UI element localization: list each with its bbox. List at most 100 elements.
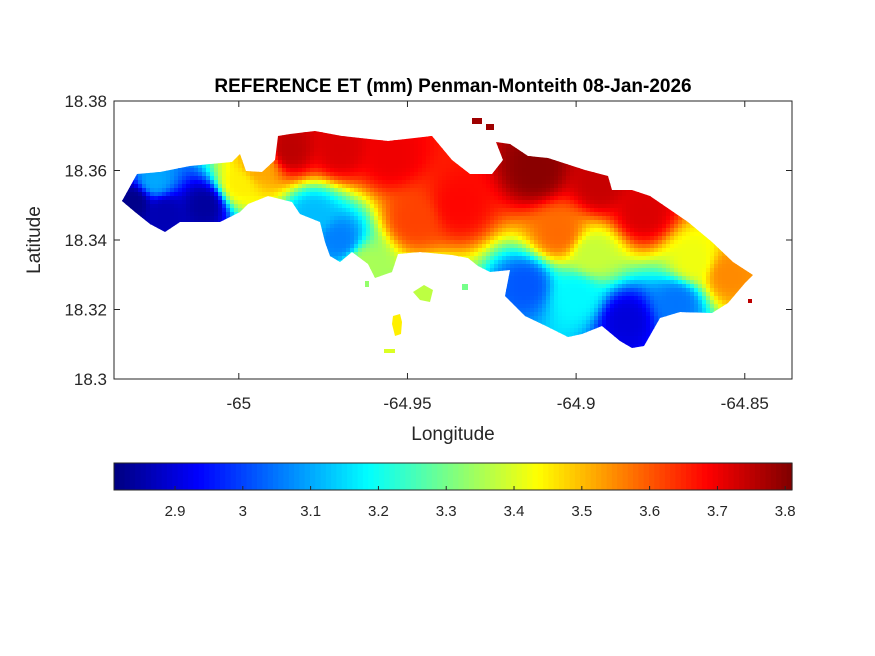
et-cell bbox=[482, 216, 487, 221]
et-cell bbox=[134, 220, 139, 225]
et-cell bbox=[522, 192, 527, 197]
et-cell bbox=[426, 232, 431, 237]
et-cell bbox=[358, 172, 363, 177]
et-cell bbox=[302, 248, 307, 253]
et-cell bbox=[454, 172, 459, 177]
et-cell bbox=[418, 132, 423, 137]
et-cell bbox=[590, 148, 595, 153]
et-cell bbox=[278, 248, 283, 253]
et-cell bbox=[486, 240, 491, 245]
et-cell bbox=[526, 136, 531, 141]
et-cell bbox=[334, 152, 339, 157]
et-cell bbox=[378, 236, 383, 241]
et-cell bbox=[366, 180, 371, 185]
et-cell bbox=[662, 200, 667, 205]
et-cell bbox=[246, 200, 251, 205]
et-cell bbox=[274, 192, 279, 197]
et-cell bbox=[754, 192, 759, 197]
et-cell bbox=[206, 156, 211, 161]
et-cell bbox=[534, 200, 539, 205]
et-cell bbox=[578, 140, 583, 145]
et-cell bbox=[630, 236, 635, 241]
et-cell bbox=[670, 192, 675, 197]
et-cell bbox=[194, 180, 199, 185]
et-cell bbox=[638, 220, 643, 225]
et-cell bbox=[186, 204, 191, 209]
et-cell bbox=[358, 131, 363, 133]
et-cell bbox=[594, 196, 599, 201]
et-cell bbox=[162, 144, 167, 149]
et-cell bbox=[602, 148, 607, 153]
et-cell bbox=[254, 140, 259, 145]
et-cell bbox=[278, 240, 283, 245]
et-cell bbox=[666, 168, 671, 173]
et-cell bbox=[714, 164, 719, 169]
et-cell bbox=[302, 144, 307, 149]
et-cell bbox=[542, 196, 547, 201]
et-cell bbox=[638, 208, 643, 213]
et-cell bbox=[202, 172, 207, 177]
et-cell bbox=[510, 144, 515, 149]
et-cell bbox=[362, 156, 367, 161]
et-cell bbox=[362, 196, 367, 201]
et-cell bbox=[126, 176, 131, 181]
et-cell bbox=[674, 140, 679, 145]
et-cell bbox=[750, 220, 753, 225]
et-cell bbox=[734, 152, 739, 157]
et-cell bbox=[582, 220, 587, 225]
et-cell bbox=[718, 131, 723, 133]
et-cell bbox=[206, 148, 211, 153]
et-cell bbox=[442, 208, 447, 213]
et-cell bbox=[382, 248, 387, 253]
et-cell bbox=[238, 184, 243, 189]
et-cell bbox=[306, 224, 311, 229]
et-cell bbox=[742, 172, 747, 177]
et-cell bbox=[578, 204, 583, 209]
et-cell bbox=[162, 200, 167, 205]
et-cell bbox=[714, 212, 719, 217]
et-cell bbox=[170, 244, 175, 249]
et-cell bbox=[178, 176, 183, 181]
et-cell bbox=[386, 168, 391, 173]
et-cell bbox=[338, 131, 343, 133]
et-cell bbox=[634, 220, 639, 225]
et-cell bbox=[666, 192, 671, 197]
et-cell bbox=[514, 164, 519, 169]
et-cell bbox=[426, 196, 431, 201]
et-cell bbox=[522, 140, 527, 145]
et-cell bbox=[626, 216, 631, 221]
et-cell bbox=[354, 156, 359, 161]
et-cell bbox=[450, 208, 455, 213]
et-cell bbox=[458, 204, 463, 209]
et-cell bbox=[538, 184, 543, 189]
et-cell bbox=[506, 156, 511, 161]
et-cell bbox=[358, 216, 363, 221]
et-cell bbox=[742, 131, 747, 133]
et-cell bbox=[570, 148, 575, 153]
et-cell bbox=[274, 224, 279, 229]
et-cell bbox=[298, 140, 303, 145]
et-cell bbox=[458, 248, 463, 253]
et-cell bbox=[358, 176, 363, 181]
et-cell bbox=[190, 220, 195, 225]
et-cell bbox=[374, 131, 379, 133]
et-cell bbox=[466, 176, 471, 181]
et-cell bbox=[594, 232, 599, 237]
et-cell bbox=[450, 224, 455, 229]
et-cell bbox=[594, 216, 599, 221]
et-cell bbox=[618, 188, 623, 193]
et-cell bbox=[458, 164, 463, 169]
et-cell bbox=[178, 208, 183, 213]
et-cell bbox=[578, 148, 583, 153]
et-cell bbox=[602, 192, 607, 197]
et-cell bbox=[190, 196, 195, 201]
et-cell bbox=[418, 180, 423, 185]
et-cell bbox=[210, 232, 215, 237]
et-cell bbox=[246, 248, 251, 253]
et-cell bbox=[262, 196, 267, 201]
et-cell bbox=[454, 168, 459, 173]
et-cell bbox=[490, 212, 495, 217]
et-cell bbox=[406, 140, 411, 145]
et-cell bbox=[718, 140, 723, 145]
et-cell bbox=[418, 164, 423, 169]
